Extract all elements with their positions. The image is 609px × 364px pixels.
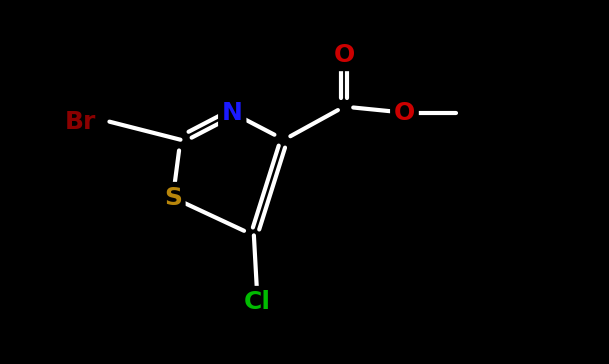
Text: Br: Br [65, 110, 96, 134]
Text: O: O [334, 43, 355, 67]
Text: S: S [164, 186, 182, 210]
Text: O: O [394, 100, 415, 124]
Text: Cl: Cl [244, 290, 270, 314]
Text: N: N [222, 101, 243, 125]
